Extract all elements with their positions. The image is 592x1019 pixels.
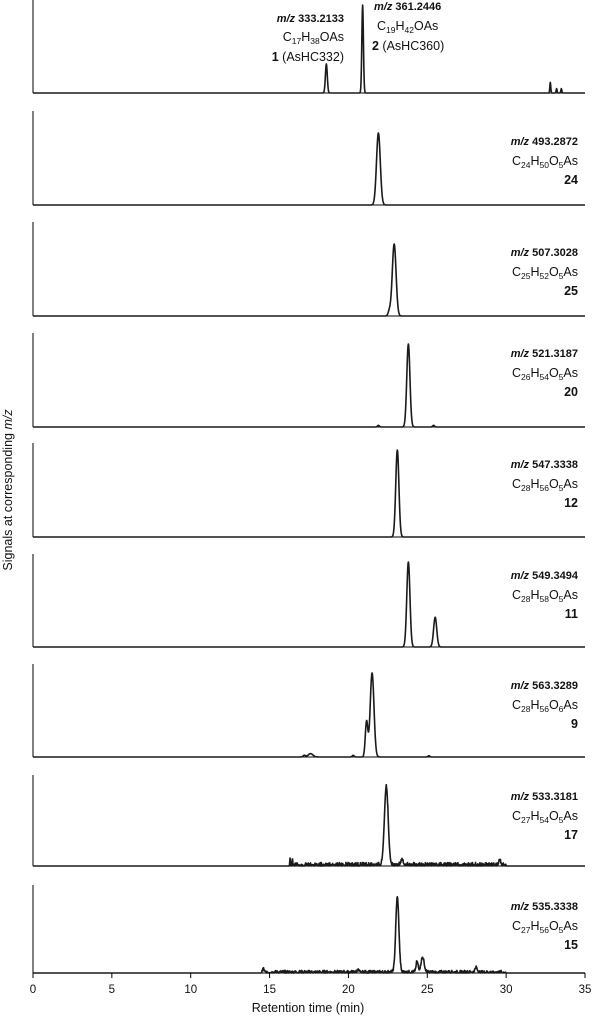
x-tick-label: 15 xyxy=(263,984,276,996)
chromatogram-trace-top xyxy=(32,4,586,94)
compound-number: 17 xyxy=(564,828,578,842)
chromatogram-trace-12 xyxy=(32,449,586,538)
compound-number: 24 xyxy=(564,173,578,187)
chromatogram-trace-25 xyxy=(32,243,586,317)
panel-15 xyxy=(32,885,586,974)
panel-top xyxy=(32,0,586,94)
formula-label: C27H54O5As xyxy=(512,809,578,825)
x-tick-label: 5 xyxy=(109,984,115,996)
compound-number: 11 xyxy=(565,607,578,621)
mz-label: m/z 493.2872 xyxy=(511,136,578,148)
x-axis: 0 5 10 15 20 25 30 35 xyxy=(30,973,592,996)
x-tick-label: 25 xyxy=(421,984,434,996)
x-tick-label: 35 xyxy=(579,984,592,996)
formula-label: C17H38OAs xyxy=(283,30,344,46)
compound-number: 9 xyxy=(571,717,578,731)
y-axis-label-unit: m/z xyxy=(1,409,15,430)
peak-labels: m/z 333.2133 C17H38OAs 1 (AsHC332) m/z 361.… xyxy=(272,1,579,952)
x-axis-label: Retention time (min) xyxy=(252,1001,365,1015)
formula-label: C28H58O5As xyxy=(512,588,578,604)
chromatogram-trace-17 xyxy=(32,783,586,867)
panel-11 xyxy=(32,554,586,648)
chromatogram-trace-24 xyxy=(32,132,586,206)
x-tick-label: 10 xyxy=(184,984,197,996)
mz-label: m/z 549.3494 xyxy=(511,570,579,582)
mz-label: m/z 333.2133 xyxy=(277,13,344,25)
formula-label: C28H56O5As xyxy=(512,477,578,493)
chromatogram-trace-11 xyxy=(32,561,586,648)
formula-label: C27H56O5As xyxy=(512,919,578,935)
compound-label: 2 (AsHC360) xyxy=(372,39,444,53)
chromatogram-trace-15 xyxy=(32,895,586,974)
x-tick-label: 0 xyxy=(30,984,36,996)
formula-label: C28H56O6As xyxy=(512,698,578,714)
compound-number: 12 xyxy=(564,496,578,510)
y-axis-label: Signals at corresponding m/z xyxy=(1,409,15,571)
panel-24 xyxy=(32,111,586,206)
mz-label: m/z 563.3289 xyxy=(511,680,578,692)
compound-number: 20 xyxy=(564,385,578,399)
compound-number: 25 xyxy=(564,284,578,298)
mz-label: m/z 507.3028 xyxy=(511,247,578,259)
panel-12 xyxy=(32,443,586,538)
x-tick-label: 20 xyxy=(342,984,355,996)
formula-label: C26H54O5As xyxy=(512,366,578,382)
chromatogram-trace-9 xyxy=(32,672,586,758)
chromatogram-trace-20 xyxy=(32,343,586,428)
mz-label: m/z 547.3338 xyxy=(511,459,578,471)
panel-17 xyxy=(32,775,586,867)
panels: m/z 333.2133 C17H38OAs 1 (AsHC332) m/z 361.… xyxy=(32,0,586,974)
formula-label: C24H50O5As xyxy=(512,154,578,170)
mz-label: m/z 533.3181 xyxy=(511,791,578,803)
compound-number: 15 xyxy=(564,938,578,952)
mz-label: m/z 521.3187 xyxy=(511,348,578,360)
mz-label: m/z 535.3338 xyxy=(511,901,578,913)
compound-label: 1 (AsHC332) xyxy=(272,50,344,64)
panel-20 xyxy=(32,333,586,428)
mz-label: m/z 361.2446 xyxy=(374,1,441,13)
formula-label: C25H52O5As xyxy=(512,265,578,281)
panel-9 xyxy=(32,664,586,758)
x-tick-label: 30 xyxy=(500,984,513,996)
y-axis-label-prefix: Signals at corresponding xyxy=(1,430,15,571)
panel-25 xyxy=(32,222,586,317)
formula-label: C19H42OAs xyxy=(377,19,438,35)
